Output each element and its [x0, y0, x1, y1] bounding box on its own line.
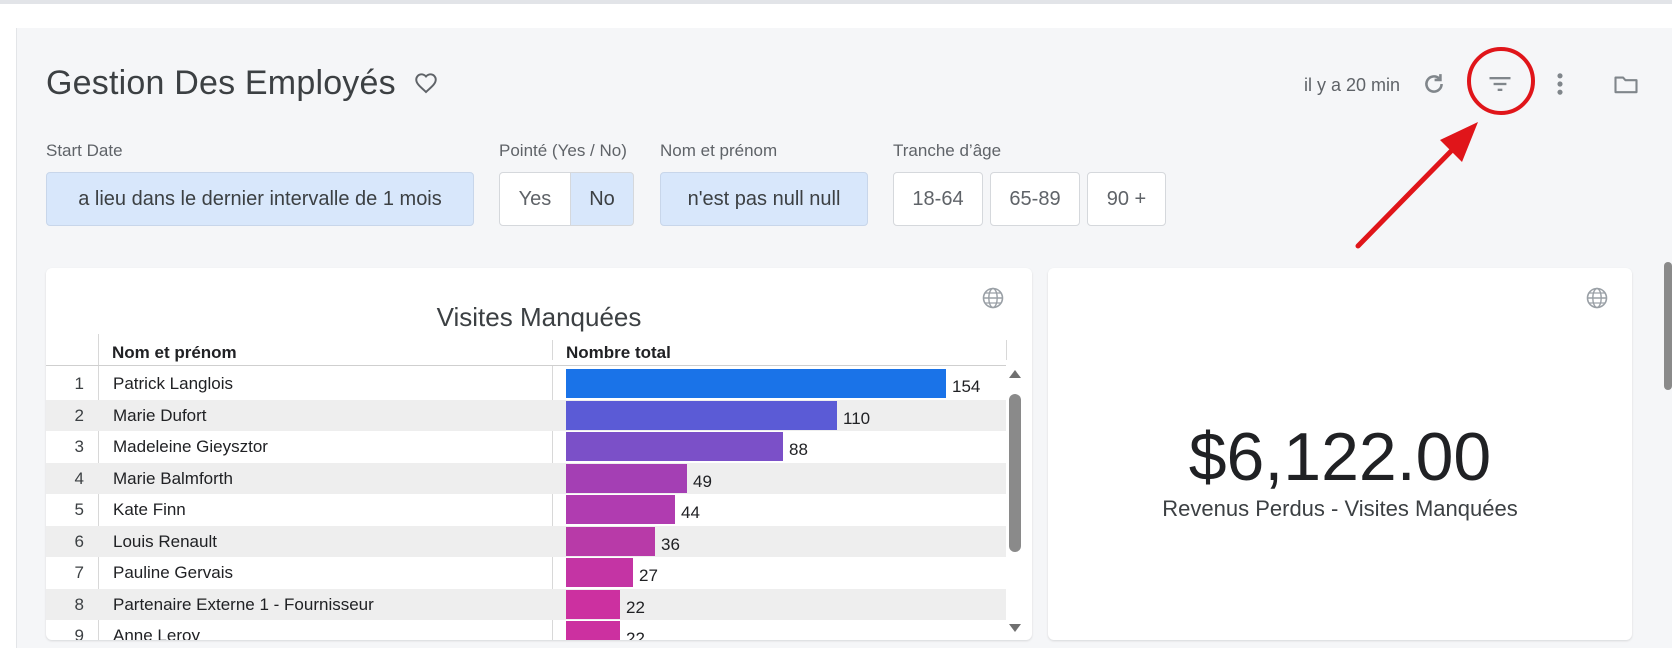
- value-bar: [566, 463, 687, 493]
- page-title: Gestion Des Employés: [46, 64, 396, 102]
- row-number: 9: [74, 626, 84, 640]
- table-row[interactable]: 5 Kate Finn 44: [46, 494, 1006, 525]
- bar-value-label: 22: [626, 597, 645, 617]
- row-name: Anne Leroy: [113, 626, 200, 640]
- row-name: Marie Dufort: [113, 405, 207, 425]
- value-bar: [566, 369, 946, 398]
- folder-icon[interactable]: [1612, 70, 1640, 98]
- row-number: 5: [74, 500, 84, 519]
- bar-value-label: 27: [639, 566, 658, 585]
- value-bar: [566, 400, 837, 430]
- bar-value-label: 44: [681, 503, 700, 522]
- header-separator: [46, 365, 1006, 366]
- pointe-label: Pointé (Yes / No): [499, 141, 627, 160]
- row-number: 1: [74, 374, 84, 393]
- pointe-yes-button[interactable]: Yes: [499, 172, 571, 226]
- row-number: 8: [74, 594, 84, 614]
- heart-icon[interactable]: [413, 70, 439, 96]
- row-name: Marie Balmforth: [113, 468, 233, 488]
- table-row[interactable]: 8 Partenaire Externe 1 - Fournisseur 22: [46, 588, 1006, 620]
- bar-value-label: 110: [843, 408, 871, 428]
- nom-filter-label: Nom et prénom: [660, 141, 778, 160]
- row-number: 3: [74, 437, 84, 456]
- kpi-value: $6,122.00: [1188, 419, 1492, 495]
- table-scrollbar-thumb[interactable]: [1009, 394, 1021, 552]
- row-name: Partenaire Externe 1 - Fournisseur: [113, 594, 374, 614]
- globe-icon[interactable]: [1585, 286, 1609, 310]
- row-number: 7: [74, 563, 84, 582]
- row-name: Pauline Gervais: [113, 563, 234, 582]
- last-updated-text: il y a 20 min: [1304, 75, 1401, 95]
- bar-value-label: 22: [626, 629, 645, 640]
- table-row[interactable]: 9 Anne Leroy 22: [46, 620, 1006, 640]
- scroll-up-arrow-icon[interactable]: [1008, 368, 1022, 380]
- more-vert-icon[interactable]: [1546, 70, 1574, 98]
- globe-icon[interactable]: [981, 286, 1005, 310]
- row-number: 6: [74, 531, 84, 551]
- row-name: Louis Renault: [113, 531, 217, 551]
- tranche-label: Tranche d’âge: [893, 141, 1002, 160]
- window-top-border: [0, 0, 1672, 4]
- row-name: Kate Finn: [113, 500, 186, 519]
- column-divider: [552, 340, 553, 360]
- pointe-no-button[interactable]: No: [570, 172, 634, 226]
- visites-manquees-card: Visites Manquées Nom et prénom Nombre to…: [46, 268, 1032, 640]
- column-header-name[interactable]: Nom et prénom: [112, 343, 237, 362]
- scroll-down-arrow-icon[interactable]: [1008, 622, 1022, 634]
- table-row[interactable]: 4 Marie Balmforth 49: [46, 462, 1006, 494]
- row-number: 4: [74, 468, 84, 488]
- row-number: 2: [74, 405, 84, 425]
- value-bar: [566, 495, 675, 524]
- column-divider: [552, 366, 553, 640]
- table-row[interactable]: 3 Madeleine Gieysztor 88: [46, 431, 1006, 462]
- nom-filter[interactable]: n'est pas null null: [660, 172, 868, 226]
- value-bar: [566, 621, 620, 640]
- refresh-icon[interactable]: [1420, 70, 1448, 98]
- red-arrow-annotation: [1355, 122, 1478, 249]
- value-bar: [566, 558, 633, 587]
- bar-value-label: 154: [952, 377, 981, 396]
- table-row[interactable]: 6 Louis Renault 36: [46, 525, 1006, 557]
- value-bar: [566, 589, 620, 619]
- bar-value-label: 36: [661, 534, 680, 554]
- bar-value-label: 49: [693, 471, 712, 491]
- value-bar: [566, 526, 655, 556]
- tranche-90-button[interactable]: 90 +: [1087, 172, 1166, 226]
- table-scrollbar[interactable]: [1008, 368, 1022, 640]
- table-row[interactable]: 1 Patrick Langlois 154: [46, 368, 1006, 399]
- visites-card-title: Visites Manquées: [436, 302, 642, 332]
- row-name: Patrick Langlois: [113, 374, 234, 393]
- highlight-circle: [1467, 47, 1535, 115]
- start-date-label: Start Date: [46, 141, 123, 160]
- tranche-65-89-button[interactable]: 65-89: [990, 172, 1080, 226]
- page-scrollbar-thumb[interactable]: [1664, 262, 1672, 390]
- start-date-filter[interactable]: a lieu dans le dernier intervalle de 1 m…: [46, 172, 474, 226]
- revenus-perdus-card: $6,122.00 Revenus Perdus - Visites Manqu…: [1048, 268, 1632, 640]
- column-divider: [1006, 340, 1007, 360]
- tranche-18-64-button[interactable]: 18-64: [893, 172, 983, 226]
- row-name: Madeleine Gieysztor: [113, 437, 268, 456]
- kpi-label: Revenus Perdus - Visites Manquées: [1162, 496, 1518, 521]
- column-header-total[interactable]: Nombre total: [566, 343, 671, 362]
- table-row[interactable]: 7 Pauline Gervais 27: [46, 557, 1006, 588]
- value-bar: [566, 432, 783, 461]
- bar-value-label: 88: [789, 440, 808, 459]
- table-row[interactable]: 2 Marie Dufort 110: [46, 399, 1006, 431]
